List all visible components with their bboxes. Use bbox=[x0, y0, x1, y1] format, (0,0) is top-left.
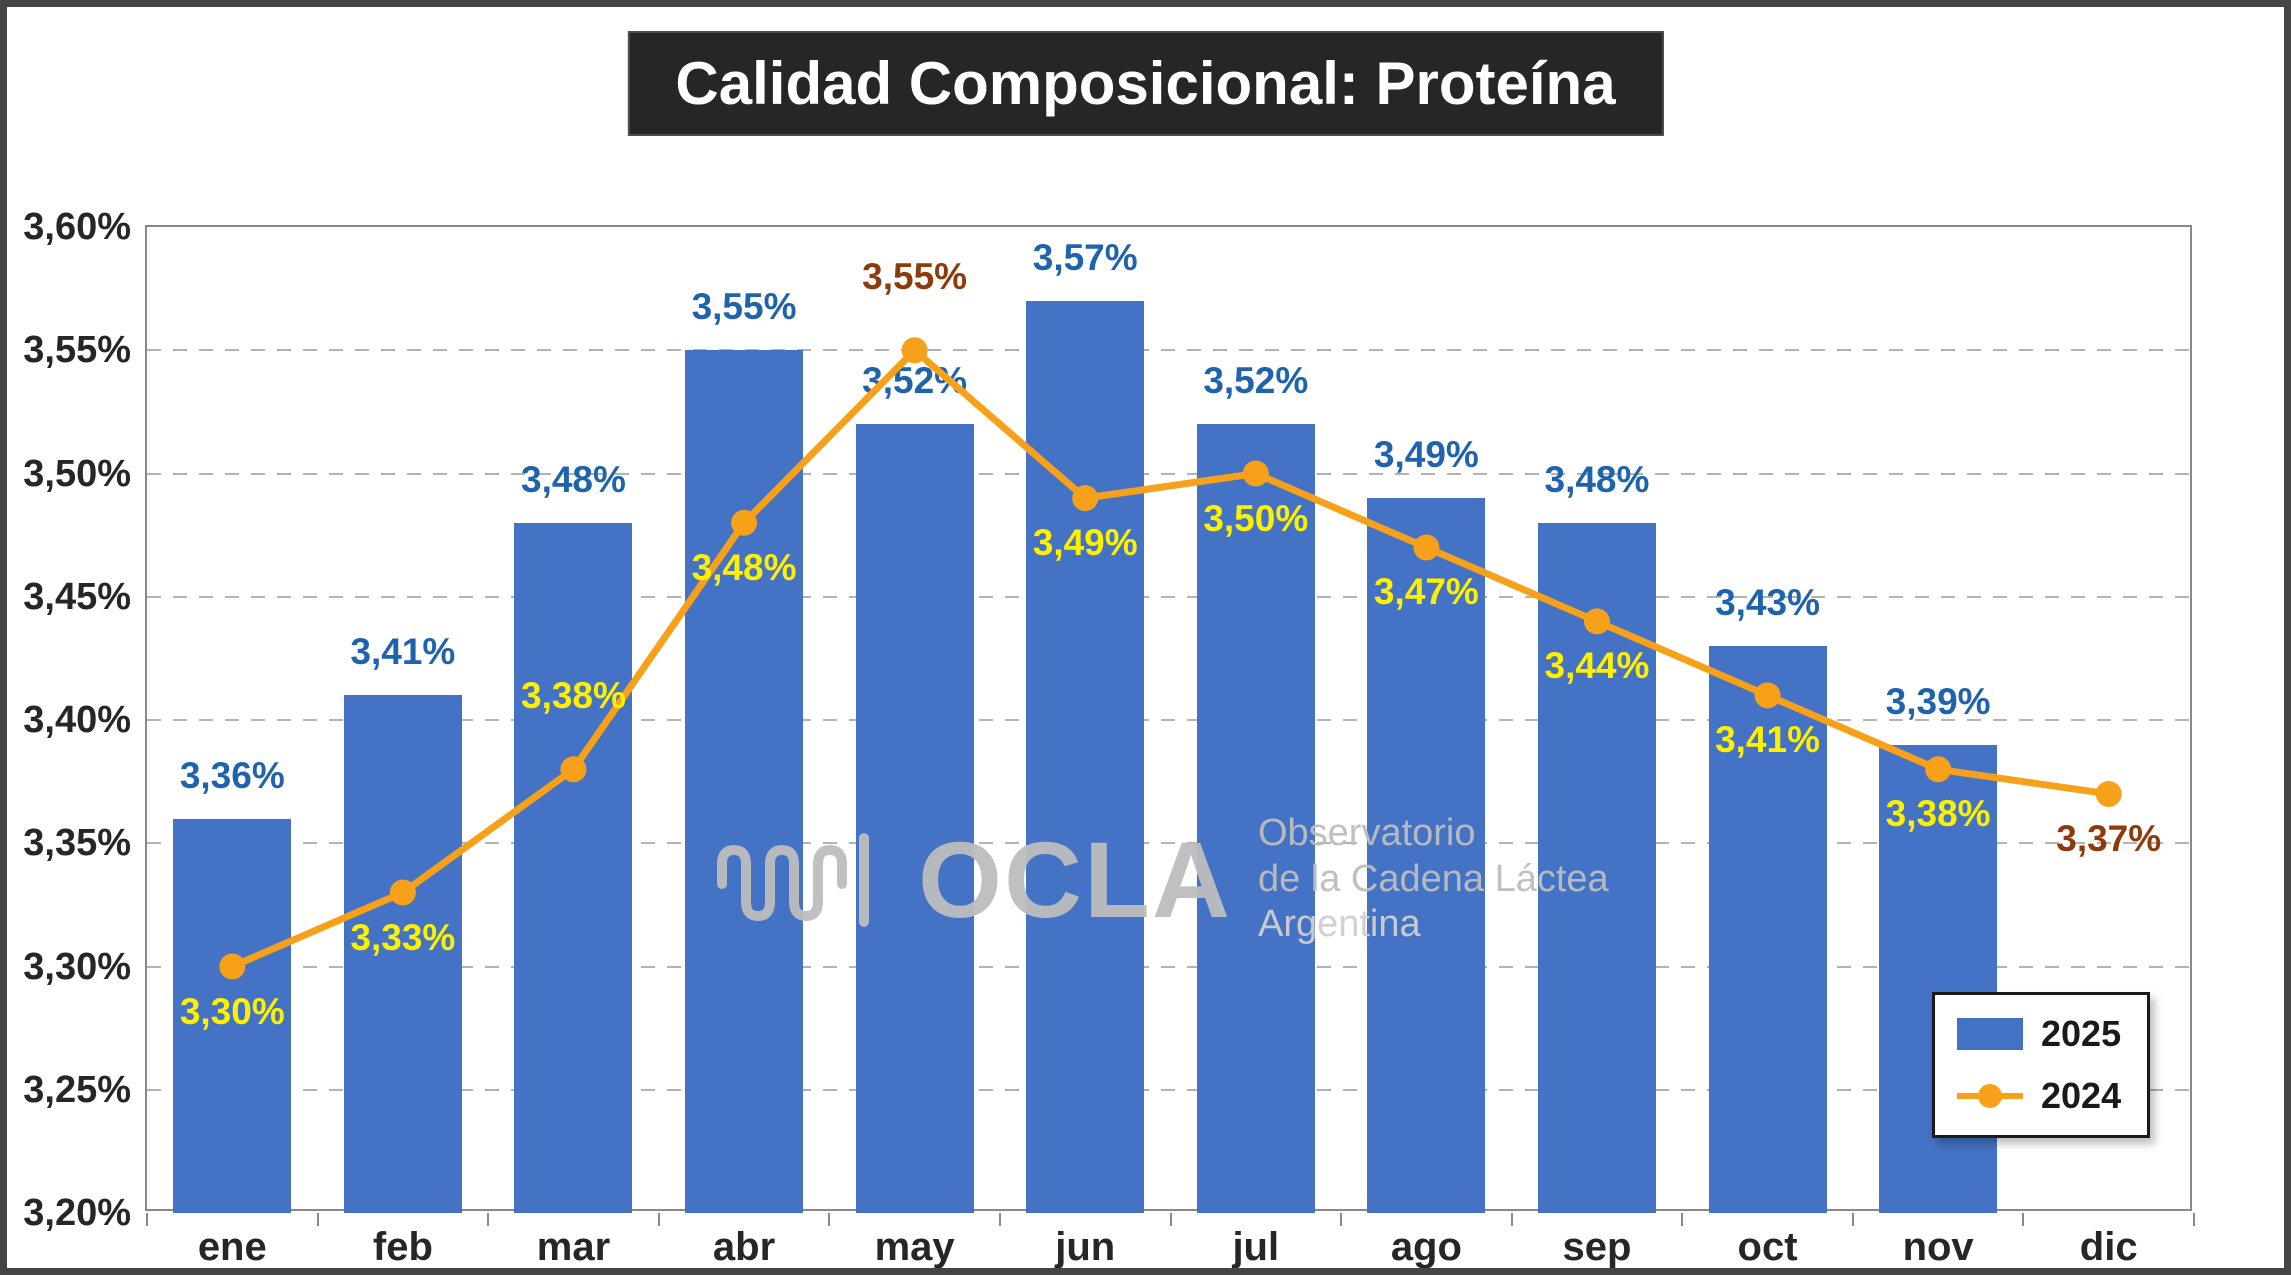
x-axis-tick bbox=[1510, 1213, 1513, 1226]
x-axis-label-jun: jun bbox=[1055, 1225, 1116, 1269]
point-label-2024-ago: 3,47% bbox=[1373, 571, 1479, 613]
y-axis-label: 3,40% bbox=[23, 699, 131, 741]
bar-2025-ene bbox=[173, 818, 292, 1213]
gridline bbox=[147, 1088, 2190, 1091]
marker-2024-sep bbox=[1583, 608, 1610, 635]
line-series-2024 bbox=[219, 337, 2122, 980]
x-axis-label-abr: abr bbox=[712, 1225, 776, 1269]
marker-2024-feb bbox=[389, 879, 416, 906]
legend-item-2025: 2025 bbox=[1957, 1013, 2125, 1055]
bar-2025-oct bbox=[1708, 646, 1827, 1213]
bar-2025-abr bbox=[685, 350, 804, 1213]
point-label-2024-oct: 3,41% bbox=[1715, 719, 1820, 761]
x-axis-label-ago: ago bbox=[1390, 1225, 1462, 1269]
marker-2024-nov bbox=[1925, 756, 1952, 783]
y-axis-label: 3,25% bbox=[23, 1068, 131, 1111]
point-label-2024-dic: 3,37% bbox=[2056, 817, 2162, 859]
point-label-2024-mar: 3,38% bbox=[520, 675, 626, 717]
x-axis-tick bbox=[828, 1213, 831, 1226]
plot-area: 3,36% 3,41% 3,48% 3,55% 3,52% 3,57% 3,52% 3,49%… bbox=[145, 225, 2195, 1226]
marker-2024-oct bbox=[1754, 682, 1781, 709]
bar-label-2025-ago: 3,49% bbox=[1373, 434, 1479, 476]
marker-2024-jun bbox=[1072, 485, 1099, 512]
x-axis-label-nov: nov bbox=[1902, 1225, 1974, 1269]
point-label-2024-nov: 3,38% bbox=[1885, 793, 1991, 835]
y-axis-label: 3,50% bbox=[23, 452, 131, 495]
x-axis-label-dic: dic bbox=[2079, 1225, 2138, 1269]
y-axis-label: 3,35% bbox=[23, 822, 131, 865]
marker-2024-dic bbox=[2095, 780, 2122, 807]
point-label-2024-sep: 3,44% bbox=[1544, 645, 1650, 687]
gridline bbox=[147, 595, 2190, 598]
x-axis-tick bbox=[316, 1213, 319, 1226]
x-axis-tick bbox=[998, 1213, 1001, 1226]
x-axis-label-feb: feb bbox=[372, 1225, 433, 1269]
bar-2025-jun bbox=[1026, 300, 1145, 1213]
bar-label-2025-nov: 3,39% bbox=[1885, 680, 1991, 722]
bar-label-2025-oct: 3,43% bbox=[1715, 582, 1820, 624]
bar-label-2025-ene: 3,36% bbox=[179, 754, 285, 796]
gridline bbox=[147, 349, 2190, 352]
y-axis-label: 3,55% bbox=[23, 329, 131, 372]
legend: 2025 2024 bbox=[1932, 992, 2150, 1138]
gridline bbox=[147, 965, 2190, 968]
x-axis-tick bbox=[1851, 1213, 1854, 1226]
bar-label-2025-mar: 3,48% bbox=[520, 458, 626, 500]
x-axis-tick bbox=[1681, 1213, 1684, 1226]
x-axis-tick bbox=[146, 1213, 148, 1226]
x-axis-label-mar: mar bbox=[536, 1225, 611, 1269]
legend-label-2025: 2025 bbox=[2041, 1013, 2122, 1054]
point-label-2024-feb: 3,33% bbox=[350, 916, 456, 958]
x-axis-label-sep: sep bbox=[1562, 1225, 1632, 1269]
x-axis-label-may: may bbox=[874, 1225, 955, 1269]
marker-2024-abr bbox=[731, 509, 758, 536]
bar-2025-feb bbox=[343, 695, 462, 1213]
bar-2025-jul bbox=[1196, 424, 1315, 1213]
point-label-2024-abr: 3,48% bbox=[691, 546, 797, 588]
legend-swatch-2025-bar bbox=[1957, 1018, 2023, 1050]
point-label-2024-jul: 3,50% bbox=[1203, 497, 1309, 539]
gridline bbox=[147, 472, 2190, 475]
bar-2025-mar bbox=[514, 522, 633, 1213]
gridline bbox=[147, 719, 2190, 721]
bar-label-2025-feb: 3,41% bbox=[350, 631, 456, 673]
x-axis-tick bbox=[1340, 1213, 1343, 1226]
x-axis-tick bbox=[1169, 1213, 1172, 1226]
chart-title: Calidad Composicional: Proteína bbox=[627, 31, 1664, 136]
y-axis-label: 3,20% bbox=[23, 1192, 131, 1234]
x-axis-label-jul: jul bbox=[1232, 1225, 1280, 1269]
marker-2024-ago bbox=[1413, 534, 1440, 561]
x-axis-tick bbox=[2193, 1213, 2195, 1226]
legend-swatch-2024-line bbox=[1957, 1080, 2023, 1112]
y-axis-label: 3,45% bbox=[23, 575, 131, 618]
marker-2024-may bbox=[901, 337, 928, 364]
bar-label-2025-jul: 3,52% bbox=[1203, 360, 1309, 402]
legend-label-2024: 2024 bbox=[2041, 1075, 2122, 1116]
x-axis-label-oct: oct bbox=[1737, 1225, 1798, 1269]
marker-2024-jul bbox=[1242, 460, 1269, 487]
x-axis-tick bbox=[487, 1213, 490, 1226]
legend-item-2024: 2024 bbox=[1957, 1075, 2125, 1117]
bar-label-2025-jun: 3,57% bbox=[1032, 236, 1138, 278]
point-label-2024-may: 3,55% bbox=[862, 256, 968, 298]
point-label-2024-ene: 3,30% bbox=[179, 990, 285, 1032]
gridline bbox=[147, 842, 2190, 845]
bar-2025-may bbox=[855, 424, 974, 1213]
x-axis-tick bbox=[657, 1213, 660, 1226]
marker-2024-mar bbox=[560, 756, 587, 783]
legend-swatch-2024-marker bbox=[1978, 1084, 2002, 1108]
bar-label-2025-sep: 3,48% bbox=[1544, 458, 1650, 500]
point-label-2024-jun: 3,49% bbox=[1032, 522, 1138, 564]
x-axis-tick bbox=[2022, 1213, 2025, 1226]
y-axis-label: 3,30% bbox=[23, 945, 131, 988]
y-axis-label: 3,60% bbox=[23, 206, 131, 248]
bar-2025-ago bbox=[1367, 498, 1486, 1213]
x-axis-label-ene: ene bbox=[197, 1225, 267, 1269]
marker-2024-ene bbox=[219, 953, 246, 980]
bar-label-2025-abr: 3,55% bbox=[691, 286, 797, 328]
